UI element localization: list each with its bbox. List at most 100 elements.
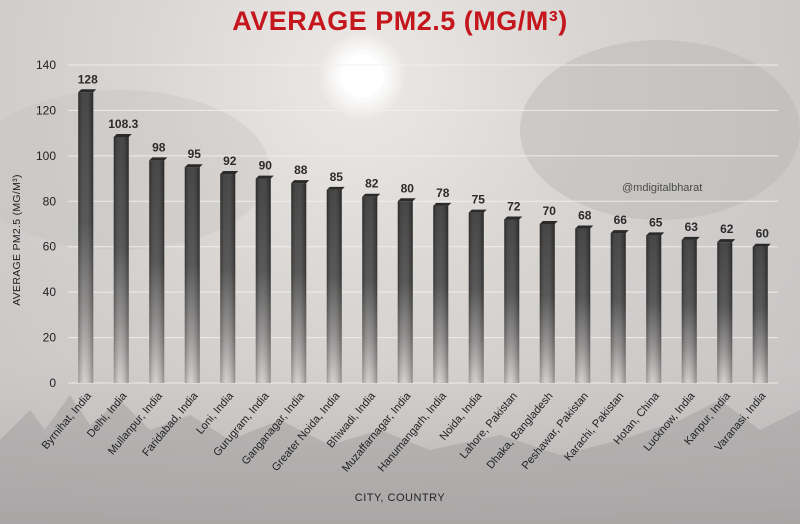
y-tick-label: 120 xyxy=(36,103,56,117)
bar-top xyxy=(78,89,97,93)
bar xyxy=(220,171,239,383)
bar xyxy=(610,230,629,383)
bar-top xyxy=(610,230,629,234)
bar-top xyxy=(291,180,310,184)
watermark: @mdigitalbharat xyxy=(622,182,703,194)
bar-shade xyxy=(255,178,271,383)
bar xyxy=(397,198,416,383)
data-label: 60 xyxy=(756,227,770,241)
data-label: 82 xyxy=(365,177,379,191)
bar-top xyxy=(149,157,168,161)
bar-top xyxy=(326,186,345,190)
bar xyxy=(291,180,310,383)
bars xyxy=(78,89,771,383)
tree-line xyxy=(0,395,800,524)
bar-top xyxy=(113,134,132,138)
data-label: 72 xyxy=(507,199,521,213)
x-tick-label: Ganganagar, India xyxy=(240,390,308,468)
bar-shade xyxy=(539,224,555,383)
bar-top xyxy=(681,236,700,240)
data-label: 68 xyxy=(578,209,592,223)
data-label: 95 xyxy=(188,147,202,161)
bar xyxy=(646,232,665,383)
bar-top xyxy=(468,209,487,213)
bar xyxy=(78,89,97,383)
x-tick-label: Peshawar, Pakistan xyxy=(520,390,591,472)
data-label: 78 xyxy=(436,186,450,200)
data-label: 75 xyxy=(472,193,486,207)
x-tick-label: Greater Noida, India xyxy=(270,390,343,474)
bar-shade xyxy=(575,228,591,383)
bar-top xyxy=(397,198,416,202)
bar xyxy=(752,243,771,383)
bar-top xyxy=(255,175,274,179)
bar-top xyxy=(539,221,558,224)
bar-shade xyxy=(362,196,378,383)
y-tick-label: 80 xyxy=(43,194,57,208)
bar-top xyxy=(362,193,381,197)
bar-shade xyxy=(149,160,165,383)
y-tick-label: 60 xyxy=(43,240,57,254)
y-tick-label: 140 xyxy=(36,58,56,72)
bar-shade xyxy=(433,205,449,383)
bar xyxy=(255,175,274,383)
bar-top xyxy=(220,171,239,175)
y-axis-label: AVERAGE PM2.5 (MG/M³) xyxy=(11,174,23,306)
bar xyxy=(504,216,523,383)
data-label: 92 xyxy=(223,154,237,168)
data-label: 128 xyxy=(78,72,98,86)
bar-top xyxy=(184,164,203,168)
bar-shade xyxy=(717,242,733,383)
bar-shade xyxy=(610,233,626,383)
data-label: 98 xyxy=(152,140,166,154)
bar xyxy=(433,202,452,383)
bar xyxy=(681,236,700,383)
bar xyxy=(575,225,594,383)
data-label: 65 xyxy=(649,215,663,229)
bar-top xyxy=(575,225,594,229)
bar-shade xyxy=(326,189,342,383)
bar xyxy=(326,186,345,383)
smoke-cloud xyxy=(520,40,800,220)
data-label: 90 xyxy=(259,159,273,173)
y-tick-label: 0 xyxy=(49,376,56,390)
bar xyxy=(184,164,203,383)
x-tick-label: Dhaka, Bangladesh xyxy=(485,390,556,471)
bar xyxy=(717,239,736,383)
data-label: 80 xyxy=(401,181,415,195)
y-tick-label: 40 xyxy=(43,285,57,299)
data-label: 85 xyxy=(330,170,344,184)
data-label: 108.3 xyxy=(108,117,138,131)
bar-shade xyxy=(504,219,520,383)
bar-shade xyxy=(468,212,484,383)
data-label: 66 xyxy=(614,213,628,227)
bar-shade xyxy=(291,183,307,383)
bar-shade xyxy=(681,239,697,383)
x-tick-label: Byrnihat, India xyxy=(40,390,95,452)
data-label: 88 xyxy=(294,163,308,177)
bar-shade xyxy=(184,167,200,383)
bar-top xyxy=(504,216,523,220)
y-tick-label: 100 xyxy=(36,149,56,163)
smoke-cloud xyxy=(0,90,270,250)
ground-haze xyxy=(0,360,800,524)
bar xyxy=(149,157,168,383)
bar xyxy=(113,134,132,383)
bar-shade xyxy=(646,235,662,383)
bar-shade xyxy=(113,137,129,383)
y-tick-label: 20 xyxy=(43,331,57,345)
x-axis-label: CITY, COUNTRY xyxy=(354,492,446,504)
gridlines xyxy=(68,64,778,384)
bar-top xyxy=(433,202,452,206)
bar-shade xyxy=(220,174,236,383)
bar-shade xyxy=(752,246,768,383)
bar-top xyxy=(717,239,736,243)
data-label: 70 xyxy=(543,204,557,218)
bar-shade xyxy=(78,92,94,383)
data-label: 62 xyxy=(720,222,734,236)
bar xyxy=(539,221,558,383)
